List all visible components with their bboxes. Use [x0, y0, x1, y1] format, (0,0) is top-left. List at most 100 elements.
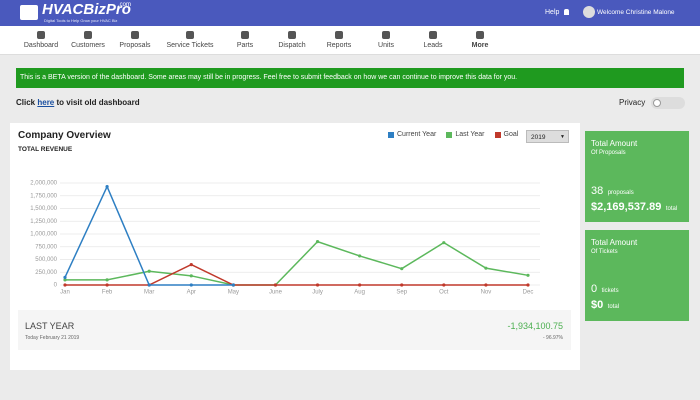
- summary-percent: - 96.97%: [542, 335, 563, 341]
- toggle-knob: [653, 99, 661, 107]
- series-line: [65, 263, 528, 286]
- nav-item[interactable]: Proposals: [112, 26, 158, 54]
- summary-amount: -1,934,100.75: [507, 321, 563, 331]
- nav-item[interactable]: Dashboard: [18, 26, 64, 54]
- y-tick-label: 1,250,000: [30, 219, 57, 225]
- nav-bar: Dashboard Customers Proposals Service Ticke…: [0, 26, 700, 55]
- nav-item[interactable]: Parts: [222, 26, 268, 54]
- nav-icon: [84, 31, 92, 39]
- series-point: [358, 254, 362, 258]
- legend-item[interactable]: Current Year: [388, 131, 436, 138]
- nav-icon: [429, 31, 437, 39]
- nav-icon: [476, 31, 484, 39]
- nav-item[interactable]: Service Tickets: [159, 26, 221, 54]
- welcome-user[interactable]: Welcome Christine Malone: [597, 9, 675, 16]
- amount-label: total: [607, 304, 620, 310]
- y-tick-label: 1,750,000: [30, 193, 57, 199]
- nav-item[interactable]: Reports: [316, 26, 362, 54]
- nav-label: Units: [378, 42, 394, 49]
- caret: ▼: [560, 134, 565, 140]
- y-tick-label: 500,000: [35, 257, 57, 263]
- x-tick-label: Aug: [354, 290, 365, 296]
- link[interactable]: here: [37, 98, 55, 107]
- summary-date: Today February 21 2019: [25, 335, 80, 341]
- nav-icon: [131, 31, 139, 39]
- legend-item[interactable]: Goal: [494, 131, 519, 138]
- legend-label: Goal: [503, 131, 519, 138]
- nav-item[interactable]: Dispatch: [269, 26, 315, 54]
- nav-label: More: [471, 42, 489, 49]
- legend-swatch: [388, 131, 394, 138]
- logo-suffix: .com: [118, 2, 132, 8]
- series-point: [63, 275, 67, 279]
- series-point: [442, 283, 446, 287]
- legend-swatch: [494, 131, 501, 138]
- y-tick-label: 0: [54, 283, 58, 289]
- card-title: Total Amount: [591, 238, 638, 247]
- card-subtitle: Of Proposals: [591, 150, 626, 156]
- legend: Current Year Last Year Goal: [388, 131, 528, 138]
- x-tick-label: Nov: [481, 290, 492, 296]
- x-tick-label: Dec: [523, 290, 534, 296]
- series-point: [442, 241, 446, 245]
- count-label: tickets: [601, 288, 619, 294]
- nav-label: Proposals: [119, 42, 151, 49]
- series-point: [189, 263, 193, 267]
- nav-item[interactable]: Units: [363, 26, 409, 54]
- nav-icon: [241, 31, 249, 39]
- series-point: [484, 266, 488, 270]
- selected-year: 2019: [531, 134, 546, 141]
- amount: $0: [591, 299, 604, 311]
- count: 0: [591, 283, 598, 295]
- logo[interactable]: HVACBizPro: [42, 1, 131, 18]
- nav-label: Reports: [326, 42, 352, 49]
- series-point: [147, 269, 151, 273]
- series-point: [105, 184, 109, 189]
- x-tick-label: Sep: [396, 290, 407, 296]
- x-tick-label: Oct: [439, 290, 449, 296]
- nav-label: Customers: [71, 42, 105, 49]
- series-point: [105, 278, 109, 282]
- nav-item[interactable]: More: [457, 26, 503, 54]
- nav-item[interactable]: Customers: [65, 26, 111, 54]
- privacy-toggle[interactable]: [651, 97, 685, 109]
- series-point: [189, 283, 193, 287]
- x-tick-label: July: [312, 290, 323, 296]
- series-point: [63, 278, 67, 282]
- y-tick-label: 1,500,000: [30, 206, 57, 212]
- nav-item[interactable]: Leads: [410, 26, 456, 54]
- series-point: [147, 283, 151, 287]
- proposals-card: Total Amount Of Proposals 38 proposals $…: [585, 131, 689, 222]
- series-point: [526, 273, 530, 277]
- nav-icon: [382, 31, 390, 39]
- count: 38: [591, 185, 604, 197]
- x-tick-label: June: [269, 290, 283, 296]
- y-tick-label: 750,000: [35, 244, 57, 250]
- legend-label: Current Year: [397, 131, 437, 138]
- nav-label: Parts: [236, 42, 254, 49]
- revenue-chart: 0 250,000 500,000 750,000 1,000,000 1,250,000…: [30, 181, 540, 296]
- legend-item[interactable]: Last Year: [446, 131, 485, 138]
- nav-icon: [186, 31, 194, 39]
- series-point: [231, 283, 235, 287]
- series-point: [63, 283, 67, 287]
- bell-icon[interactable]: [564, 9, 569, 15]
- series-point: [484, 283, 488, 287]
- amount-label: total: [665, 206, 678, 212]
- nav-label: Service Tickets: [166, 42, 214, 49]
- series-point: [400, 267, 404, 271]
- card-title: Total Amount: [591, 139, 638, 148]
- x-tick-label: Mar: [144, 290, 154, 296]
- series-point: [400, 283, 404, 287]
- tickets-card: Total Amount Of Tickets 0 tickets $0 tot…: [585, 230, 689, 321]
- nav-label: Leads: [423, 42, 443, 49]
- avatar[interactable]: [583, 6, 595, 18]
- summary-label: LAST YEAR: [25, 321, 75, 331]
- help-link[interactable]: Help: [545, 9, 560, 16]
- card-subtitle: Of Tickets: [591, 249, 618, 255]
- x-tick-label: Feb: [102, 290, 113, 296]
- year-select[interactable]: 2019 ▼: [526, 130, 569, 143]
- old-dashboard: Click here to visit old dashboard: [16, 98, 140, 107]
- series-line: [65, 240, 529, 286]
